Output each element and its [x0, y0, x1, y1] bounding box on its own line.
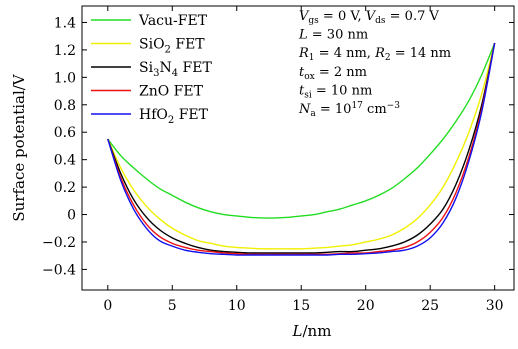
- y-tick-label: −0.2: [42, 235, 76, 251]
- y-tick-label: 0.6: [54, 125, 76, 141]
- legend-label-base: SiO: [139, 37, 165, 53]
- anno-text: = 10: [316, 102, 352, 117]
- legend-label-tail: N: [159, 60, 171, 76]
- anno-text: cm: [363, 102, 387, 117]
- x-axis-label: L/nm: [292, 322, 332, 340]
- anno-sub: si: [304, 90, 312, 100]
- series-line-1: [107, 42, 496, 250]
- y-tick-label: −0.4: [42, 262, 76, 278]
- anno-text: = 14 nm: [391, 46, 452, 61]
- anno-sub: gs: [308, 16, 319, 26]
- plot-frame: [81, 5, 515, 291]
- legend-label-sub: 2: [165, 45, 171, 56]
- anno-sup: −3: [387, 101, 401, 111]
- legend-label-base: Vacu-FET: [138, 13, 208, 29]
- x-tick-label: 30: [486, 298, 504, 314]
- anno-sub: 1: [309, 53, 315, 63]
- anno-var: L: [298, 28, 308, 43]
- anno-text: = 10 nm: [312, 83, 373, 98]
- anno-sub: a: [310, 109, 316, 119]
- legend-label-tail: FET: [171, 37, 205, 53]
- anno-var: N: [298, 102, 311, 117]
- anno-var: V: [299, 9, 310, 24]
- annotation-line-4: tsi = 10 nm: [299, 83, 372, 100]
- x-axis-label-var: L: [292, 322, 303, 340]
- legend-label-tail: FET: [174, 107, 208, 123]
- legend-label-3: ZnO FET: [139, 84, 204, 100]
- anno-var: t: [299, 65, 305, 80]
- legend-label-base: ZnO FET: [139, 84, 204, 100]
- legend-label-4: HfO2 FET: [139, 107, 209, 126]
- y-axis-label: Surface potential/V: [10, 73, 28, 221]
- legend-label-base: HfO: [139, 107, 168, 123]
- x-tick-label: 15: [292, 298, 310, 314]
- series-lines: [107, 42, 496, 256]
- annotation-line-1: L = 30 nm: [298, 28, 368, 43]
- anno-var: V: [366, 9, 377, 24]
- series-line-4: [107, 42, 496, 256]
- legend-label-1: SiO2 FET: [139, 37, 205, 56]
- anno-text: = 30 nm: [308, 28, 369, 43]
- legend-label-2: Si3N4 FET: [139, 60, 212, 79]
- annotation-line-3: tox = 2 nm: [299, 65, 367, 82]
- anno-var: R: [374, 46, 385, 61]
- anno-var: t: [299, 83, 305, 98]
- y-tick-label: 1.2: [54, 43, 76, 59]
- anno-sup: 17: [351, 101, 363, 111]
- anno-text: = 0 V,: [319, 9, 366, 24]
- anno-sub: 2: [385, 53, 391, 63]
- legend-label-sub2: 4: [172, 68, 178, 79]
- annotation-line-2: R1 = 4 nm, R2 = 14 nm: [298, 46, 451, 63]
- anno-var: R: [298, 46, 309, 61]
- anno-sub: ds: [375, 16, 386, 26]
- annotation-line-0: Vgs = 0 V, Vds = 0.7 V: [299, 9, 439, 26]
- anno-sub: ox: [304, 72, 315, 82]
- anno-text: = 0.7 V: [386, 9, 440, 24]
- legend-label-sub: 2: [168, 115, 174, 126]
- y-tick-label: 0.4: [54, 153, 76, 169]
- x-tick-label: 5: [168, 298, 177, 314]
- annotation-line-5: Na = 1017 cm−3: [298, 101, 400, 119]
- y-tick-label: 0.2: [54, 180, 76, 196]
- legend-label-base: Si: [139, 60, 154, 76]
- y-tick-label: 0: [67, 208, 76, 224]
- y-tick-label: 1.4: [54, 15, 76, 31]
- x-tick-label: 20: [357, 298, 375, 314]
- anno-text: = 4 nm,: [315, 46, 376, 61]
- anno-text: = 2 nm: [315, 65, 367, 80]
- series-line-0: [107, 42, 496, 219]
- legend-label-sub: 3: [153, 68, 159, 79]
- x-tick-label: 10: [228, 298, 246, 314]
- x-axis-label-unit: /nm: [303, 322, 332, 340]
- legend-label-tail2: FET: [178, 60, 212, 76]
- series-line-2: [107, 42, 496, 254]
- x-tick-label: 0: [103, 298, 112, 314]
- legend-label-0: Vacu-FET: [138, 13, 208, 29]
- x-tick-label: 25: [421, 298, 439, 314]
- y-tick-label: 1.0: [54, 70, 76, 86]
- axis-ticks: 0 5 10 15 20 25 30 −0.4 −0.2 0 0.2 0.4 0.6 0.8 1.0 1.2 1…: [42, 6, 514, 314]
- y-tick-label: 0.8: [54, 98, 76, 114]
